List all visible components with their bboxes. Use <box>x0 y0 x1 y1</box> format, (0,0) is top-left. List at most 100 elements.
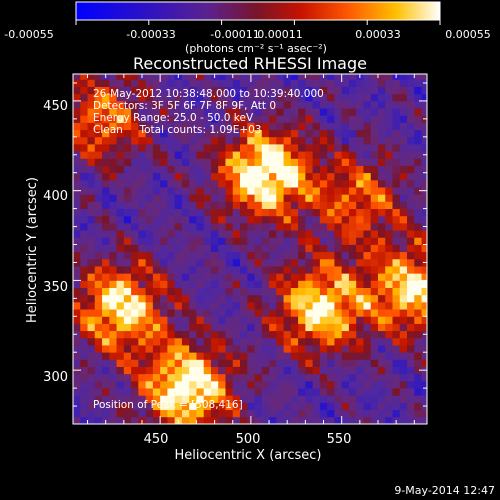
heatmap-cell <box>334 93 343 102</box>
heatmap-cell <box>399 258 408 267</box>
heatmap-cell <box>312 215 321 224</box>
heatmap-cell <box>298 79 306 87</box>
heatmap-cell <box>189 287 197 296</box>
heatmap-cell <box>131 287 139 296</box>
heatmap-cell <box>283 258 292 267</box>
heatmap-cell <box>421 251 427 260</box>
heatmap-cell <box>269 266 277 274</box>
heatmap-cell <box>196 74 205 80</box>
heatmap-cell <box>276 294 284 303</box>
heatmap-cell <box>414 280 422 288</box>
heatmap-cell <box>131 129 139 138</box>
heatmap-cell <box>109 345 117 353</box>
heatmap-cell <box>269 380 277 389</box>
heatmap-cell <box>87 395 96 403</box>
heatmap-cell <box>392 366 401 375</box>
heatmap-cell <box>261 266 270 274</box>
heatmap-cell <box>392 237 401 245</box>
heatmap-cell <box>218 172 226 181</box>
heatmap-cell <box>319 165 328 174</box>
heatmap-cell <box>145 402 154 411</box>
heatmap-cell <box>399 373 408 382</box>
heatmap-cell <box>218 86 226 95</box>
heatmap-cell <box>152 380 161 389</box>
heatmap-cell <box>102 287 110 296</box>
heatmap-cell <box>181 172 190 181</box>
heatmap-cell <box>240 380 248 389</box>
heatmap-cell <box>240 359 248 367</box>
heatmap-cell <box>196 287 205 296</box>
heatmap-cell <box>298 230 306 238</box>
heatmap-cell <box>109 144 117 152</box>
heatmap-cell <box>407 187 415 195</box>
heatmap-cell <box>232 79 241 87</box>
heatmap-cell <box>370 74 379 80</box>
heatmap-cell <box>80 294 88 303</box>
heatmap-cell <box>407 108 415 116</box>
heatmap-cell <box>174 222 183 231</box>
heatmap-cell <box>356 179 364 188</box>
heatmap-cell <box>116 395 125 403</box>
heatmap-cell <box>102 373 110 382</box>
heatmap-cell <box>210 273 219 281</box>
heatmap-cell <box>298 187 306 195</box>
heatmap-cell <box>261 100 270 109</box>
heatmap-cell <box>210 100 219 109</box>
heatmap-cell <box>203 144 212 152</box>
heatmap-cell <box>261 129 270 138</box>
heatmap-cell <box>116 79 125 87</box>
heatmap-cell <box>203 294 212 303</box>
heatmap-cell <box>131 237 139 245</box>
heatmap-cell <box>276 366 284 375</box>
heatmap-cell <box>145 74 154 80</box>
heatmap-cell <box>174 316 183 324</box>
heatmap-cell <box>392 251 401 260</box>
heatmap-cell <box>407 258 415 267</box>
heatmap-cell <box>363 237 372 245</box>
heatmap-cell <box>261 359 270 367</box>
heatmap-cell <box>131 74 139 80</box>
heatmap-cell <box>94 316 103 324</box>
heatmap-cell <box>109 158 117 166</box>
heatmap-cell <box>87 165 96 174</box>
heatmap-cell <box>94 208 103 217</box>
heatmap-cell <box>196 366 205 375</box>
heatmap-cell <box>341 244 350 253</box>
heatmap-cell <box>73 388 81 396</box>
heatmap-cell <box>210 201 219 210</box>
heatmap-cell <box>102 366 110 375</box>
heatmap-cell <box>189 115 197 123</box>
heatmap-cell <box>305 345 314 353</box>
heatmap-cell <box>131 258 139 267</box>
heatmap-cell <box>254 373 263 382</box>
heatmap-cell <box>87 222 96 231</box>
heatmap-cell <box>327 244 335 253</box>
heatmap-cell <box>80 172 88 181</box>
heatmap-cell <box>73 129 81 138</box>
heatmap-cell <box>305 144 314 152</box>
heatmap-cell <box>131 172 139 181</box>
heatmap-cell <box>377 266 386 274</box>
heatmap-cell <box>80 287 88 296</box>
heatmap-cell <box>377 122 386 131</box>
heatmap-cell <box>421 373 427 382</box>
heatmap-cell <box>348 388 357 396</box>
heatmap-cell <box>290 287 299 296</box>
heatmap-cell <box>261 337 270 346</box>
heatmap-cell <box>102 330 110 339</box>
heatmap-cell <box>356 337 364 346</box>
heatmap-cell <box>327 323 335 332</box>
heatmap-cell <box>94 352 103 360</box>
heatmap-cell <box>312 136 321 145</box>
heatmap-cell <box>116 136 125 145</box>
heatmap-cell <box>240 251 248 260</box>
heatmap-cell <box>203 395 212 403</box>
heatmap-cell <box>138 179 147 188</box>
heatmap-cell <box>181 309 190 317</box>
heatmap-cell <box>312 201 321 210</box>
heatmap-cell <box>167 237 176 245</box>
heatmap-cell <box>181 266 190 274</box>
heatmap-cell <box>334 237 343 245</box>
heatmap-cell <box>225 380 234 389</box>
heatmap-cell <box>94 359 103 367</box>
